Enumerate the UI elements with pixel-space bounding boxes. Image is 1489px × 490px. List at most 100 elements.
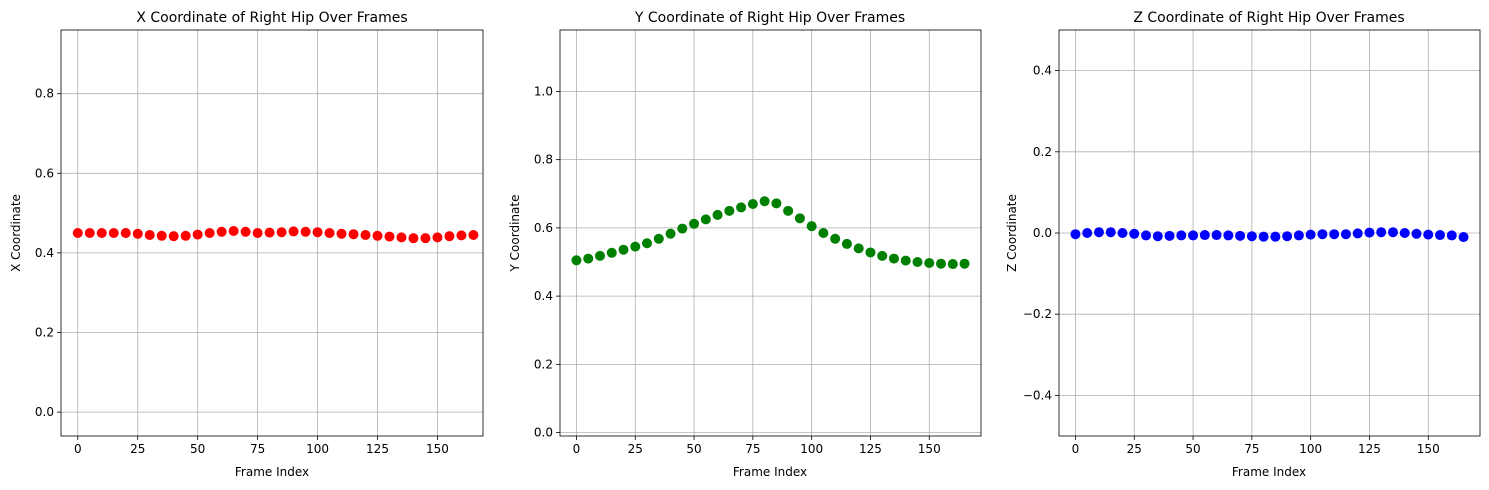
y-tick-label: 0.0 (35, 405, 54, 419)
x-tick-label: 25 (130, 442, 145, 456)
data-point (264, 227, 275, 238)
data-point (1164, 230, 1175, 241)
x-tick-label: 25 (628, 442, 643, 456)
data-point (712, 209, 723, 220)
x-tick-label: 150 (426, 442, 449, 456)
data-point (1282, 231, 1293, 242)
data-point (783, 205, 794, 216)
data-point (1188, 230, 1199, 241)
y-axis-label: Z Coordinate (1005, 194, 1019, 272)
data-point (1117, 228, 1128, 238)
data-point (618, 244, 629, 255)
data-point (665, 228, 676, 239)
chart-title: Y Coordinate of Right Hip Over Frames (634, 10, 905, 26)
data-point (724, 205, 735, 216)
data-point (900, 255, 911, 266)
data-point (360, 229, 371, 240)
data-point (877, 250, 888, 261)
data-point (372, 230, 383, 241)
data-point (216, 226, 227, 237)
data-point (818, 228, 829, 238)
data-point (1105, 227, 1116, 238)
data-point (1070, 229, 1081, 240)
data-point (120, 228, 131, 238)
data-point (606, 247, 617, 258)
data-point (806, 221, 817, 232)
y-axis-label: X Coordinate (9, 194, 23, 272)
data-point (924, 258, 935, 269)
chart-title: Z Coordinate of Right Hip Over Frames (1133, 10, 1404, 26)
data-point (408, 233, 419, 244)
data-point (1211, 230, 1222, 241)
y-axis-label: Y Coordinate (508, 195, 522, 273)
x-tick-label: 100 (800, 442, 823, 456)
data-point (1270, 231, 1281, 242)
data-series (72, 226, 479, 244)
data-point (1082, 228, 1093, 238)
y-tick-label: 0.2 (35, 326, 54, 340)
data-point (736, 202, 747, 213)
x-tick-label: 150 (918, 442, 941, 456)
grid (1059, 30, 1480, 436)
y-tick-label: 0.4 (534, 289, 553, 303)
data-point (180, 230, 191, 241)
data-point (1340, 229, 1351, 240)
data-point (1305, 229, 1316, 240)
x-tick-label: 50 (686, 442, 701, 456)
data-series (1070, 227, 1469, 243)
y-tick-label: 0.6 (534, 221, 553, 235)
data-point (432, 232, 443, 243)
data-point (240, 226, 251, 237)
data-point (959, 258, 970, 269)
data-point (1352, 228, 1363, 239)
axes-frame (60, 29, 484, 437)
data-point (156, 230, 167, 241)
y-tick-label: 0.2 (1033, 145, 1052, 159)
x-tick-label: 100 (306, 442, 329, 456)
data-point (84, 228, 95, 238)
data-point (456, 230, 467, 241)
x-tick-label: 50 (1185, 442, 1200, 456)
data-point (1176, 230, 1187, 241)
data-point (1235, 230, 1246, 241)
data-point (1411, 228, 1422, 239)
data-point (204, 228, 215, 238)
x-tick-label: 150 (1417, 442, 1440, 456)
y-tick-label: −0.2 (1023, 307, 1052, 321)
data-point (1435, 230, 1446, 241)
z-coordinate-panel: Z Coordinate of Right Hip Over Frames Fr… (1005, 10, 1481, 479)
data-point (312, 227, 323, 238)
data-point (642, 238, 653, 249)
y-tick-label: 0.4 (1033, 64, 1052, 78)
y-tick-label: −0.4 (1023, 388, 1052, 402)
x-tick-label: 100 (1299, 442, 1322, 456)
data-point (1199, 230, 1210, 241)
data-point (1317, 229, 1328, 240)
y-tick-label: 0.8 (35, 87, 54, 101)
data-point (420, 233, 431, 244)
data-point (830, 233, 841, 244)
x-tick-label: 25 (1127, 442, 1142, 456)
data-point (630, 241, 641, 252)
data-point (1376, 227, 1387, 238)
data-point (936, 258, 947, 269)
data-point (1258, 231, 1269, 242)
data-point (132, 228, 143, 239)
data-point (1141, 230, 1152, 241)
data-point (72, 228, 83, 238)
x-tick-label: 50 (190, 442, 205, 456)
x-tick-label: 0 (1072, 442, 1080, 456)
x-tick-label: 125 (366, 442, 389, 456)
data-point (1329, 229, 1340, 240)
data-point (276, 227, 287, 238)
data-point (1458, 232, 1469, 243)
x-tick-label: 125 (859, 442, 882, 456)
x-tick-label: 125 (1358, 442, 1381, 456)
data-point (444, 231, 455, 242)
data-series (571, 196, 970, 270)
data-point (1293, 230, 1304, 241)
data-point (288, 226, 299, 237)
data-point (653, 233, 664, 244)
x-tick-label: 0 (573, 442, 581, 456)
